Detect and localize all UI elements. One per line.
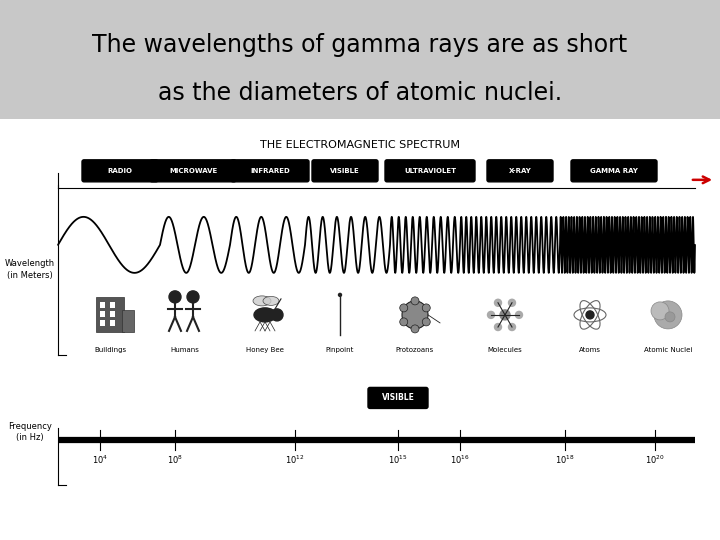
Text: $10^{-8}$: $10^{-8}$ [420, 171, 441, 184]
Circle shape [495, 299, 502, 306]
Circle shape [400, 318, 408, 326]
Circle shape [495, 323, 502, 330]
FancyBboxPatch shape [385, 160, 475, 182]
Text: $10^{-5}$: $10^{-5}$ [260, 171, 280, 184]
FancyBboxPatch shape [82, 160, 158, 182]
Circle shape [586, 311, 594, 319]
Circle shape [508, 299, 516, 306]
Circle shape [422, 304, 431, 312]
Bar [110, 312, 115, 318]
Text: as the diameters of atomic nuclei.: as the diameters of atomic nuclei. [158, 80, 562, 105]
Text: $10^8$: $10^8$ [167, 454, 183, 467]
Text: VISIBLE: VISIBLE [330, 168, 360, 174]
FancyBboxPatch shape [231, 160, 309, 182]
Ellipse shape [263, 296, 279, 306]
Text: VISIBLE: VISIBLE [382, 394, 415, 402]
Text: $10^4$: $10^4$ [92, 454, 108, 467]
Text: X-RAY: X-RAY [508, 168, 531, 174]
Ellipse shape [253, 296, 271, 306]
Text: $10^{15}$: $10^{15}$ [388, 454, 408, 467]
Text: Atomic Nuclei: Atomic Nuclei [644, 347, 692, 353]
Circle shape [508, 323, 516, 330]
Text: $10^{18}$: $10^{18}$ [555, 454, 575, 467]
Text: $10^{-10}$: $10^{-10}$ [508, 171, 532, 184]
Text: GAMMA RAY: GAMMA RAY [590, 168, 638, 174]
Circle shape [516, 312, 523, 319]
Circle shape [169, 291, 181, 303]
Bar [100, 302, 105, 308]
Text: Frequency
(in Hz): Frequency (in Hz) [8, 422, 52, 442]
FancyBboxPatch shape [312, 160, 378, 182]
Text: $10^{12}$: $10^{12}$ [285, 454, 305, 467]
FancyBboxPatch shape [571, 160, 657, 182]
Text: Honey Bee: Honey Bee [246, 347, 284, 353]
Circle shape [651, 302, 669, 320]
Circle shape [665, 312, 675, 322]
Text: THE ELECTROMAGNETIC SPECTRUM: THE ELECTROMAGNETIC SPECTRUM [260, 140, 460, 150]
Text: RADIO: RADIO [107, 168, 132, 174]
Text: Molecules: Molecules [487, 347, 523, 353]
Bar [100, 312, 105, 318]
Text: Pinpoint: Pinpoint [326, 347, 354, 353]
Bar [110, 302, 115, 308]
Bar [110, 320, 115, 326]
Circle shape [411, 325, 419, 333]
Text: Buildings: Buildings [94, 347, 126, 353]
Text: Protozoans: Protozoans [396, 347, 434, 353]
Text: Humans: Humans [171, 347, 199, 353]
Bar [100, 320, 105, 326]
Circle shape [422, 318, 431, 326]
Text: $10^{16}$: $10^{16}$ [450, 454, 470, 467]
Circle shape [654, 301, 682, 329]
Text: Wavelength
(in Meters): Wavelength (in Meters) [5, 260, 55, 280]
Circle shape [187, 291, 199, 303]
Circle shape [500, 310, 510, 320]
Text: MICROWAVE: MICROWAVE [169, 168, 217, 174]
Ellipse shape [402, 301, 428, 329]
FancyBboxPatch shape [368, 387, 428, 408]
Circle shape [400, 304, 408, 312]
FancyBboxPatch shape [150, 160, 236, 182]
FancyBboxPatch shape [487, 160, 553, 182]
Text: The wavelengths of gamma rays are as short: The wavelengths of gamma rays are as sho… [92, 33, 628, 57]
Bar [122, 310, 134, 333]
Text: ULTRAVIOLET: ULTRAVIOLET [404, 168, 456, 174]
Text: $10^{-12}$: $10^{-12}$ [602, 171, 626, 184]
Circle shape [487, 312, 495, 319]
Text: $10^{-2}$: $10^{-2}$ [183, 171, 204, 184]
Circle shape [411, 297, 419, 305]
Circle shape [271, 309, 283, 321]
Circle shape [338, 293, 341, 296]
Text: $10^3$: $10^3$ [112, 171, 128, 184]
Text: Atoms: Atoms [579, 347, 601, 353]
Text: $10^{20}$: $10^{20}$ [645, 454, 665, 467]
Text: INFRARED: INFRARED [250, 168, 290, 174]
Ellipse shape [254, 308, 276, 322]
Bar [96, 298, 124, 333]
Text: $0.5\times10^{-6}$: $0.5\times10^{-6}$ [323, 171, 367, 184]
